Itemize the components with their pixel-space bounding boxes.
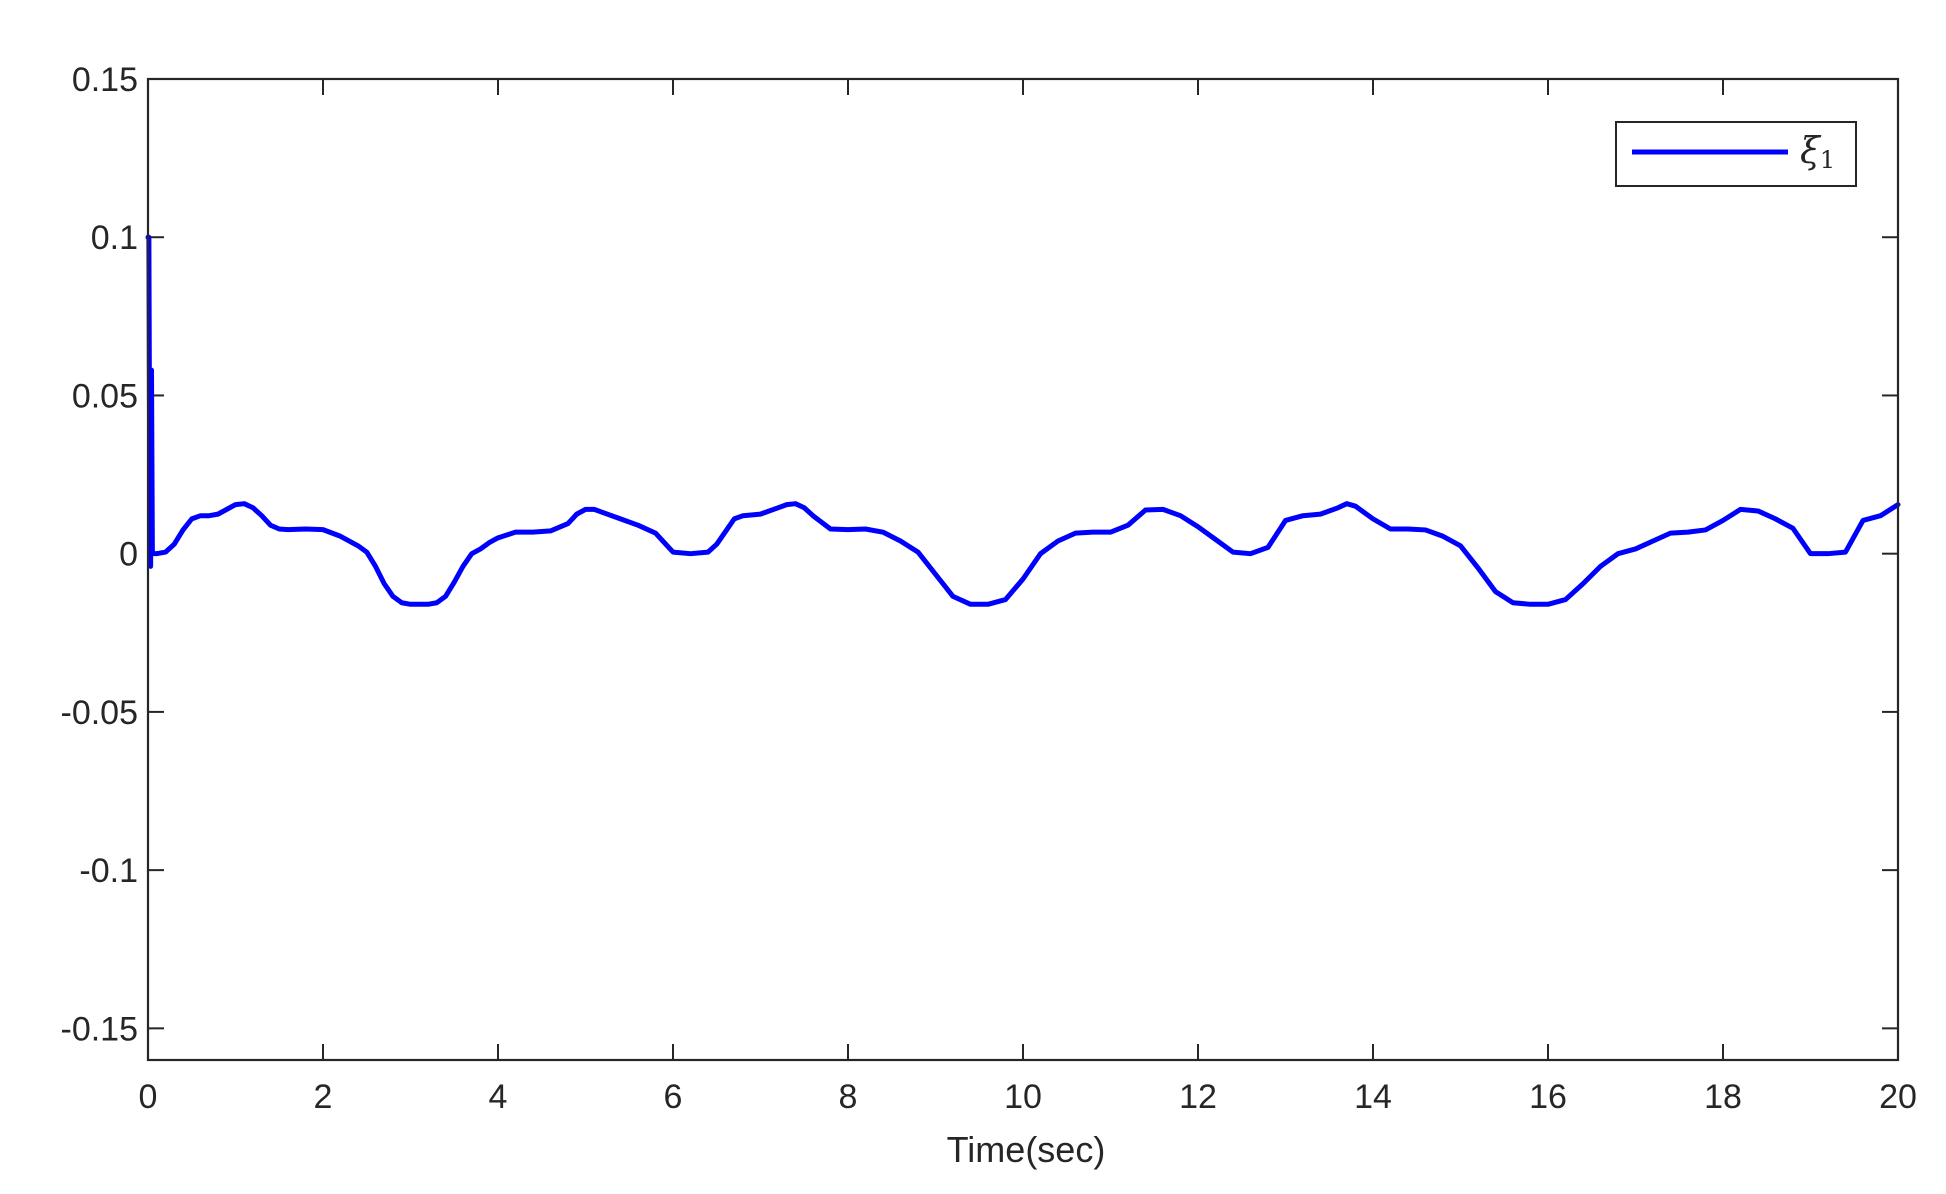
x-axis-title: Time(sec) (947, 1129, 1106, 1170)
ticks-layer: 0 2 4 6 8 10 12 14 16 18 20 0.15 0.1 0.05 0 -0.05 -0.1 -0… (61, 61, 1917, 1116)
x-tick-label: 20 (1879, 1078, 1917, 1116)
legend-symbol: ξ (1800, 131, 1822, 172)
x-tick-label: 10 (1004, 1078, 1042, 1116)
x-tick-label: 8 (839, 1078, 858, 1116)
y-tick-label: -0.15 (61, 1010, 139, 1048)
series-layer (145, 234, 1901, 607)
x-tick-label: 16 (1529, 1078, 1567, 1116)
y-tick-label: 0 (119, 536, 138, 574)
legend-label-series-1: ξ1 (1800, 131, 1835, 174)
y-tick-label: -0.1 (79, 852, 138, 890)
y-tick-label: -0.05 (61, 694, 139, 732)
x-tick-label: 14 (1354, 1078, 1392, 1116)
x-tick-label: 4 (489, 1078, 508, 1116)
legend-subscript: 1 (1820, 146, 1835, 174)
legend[interactable]: ξ1 (1615, 121, 1857, 187)
plot-area (148, 79, 1898, 1060)
x-tick-label: 0 (139, 1078, 158, 1116)
x-tick-label: 2 (314, 1078, 333, 1116)
y-tick-label: 0.05 (72, 377, 138, 415)
y-tick-label: 0.15 (72, 61, 138, 99)
x-tick-label: 6 (664, 1078, 683, 1116)
axes-frame (146, 77, 1900, 1062)
y-tick-label: 0.1 (91, 219, 138, 257)
x-tick-label: 18 (1704, 1078, 1742, 1116)
series-line-1 (145, 234, 1901, 607)
x-tick-label: 12 (1179, 1078, 1217, 1116)
